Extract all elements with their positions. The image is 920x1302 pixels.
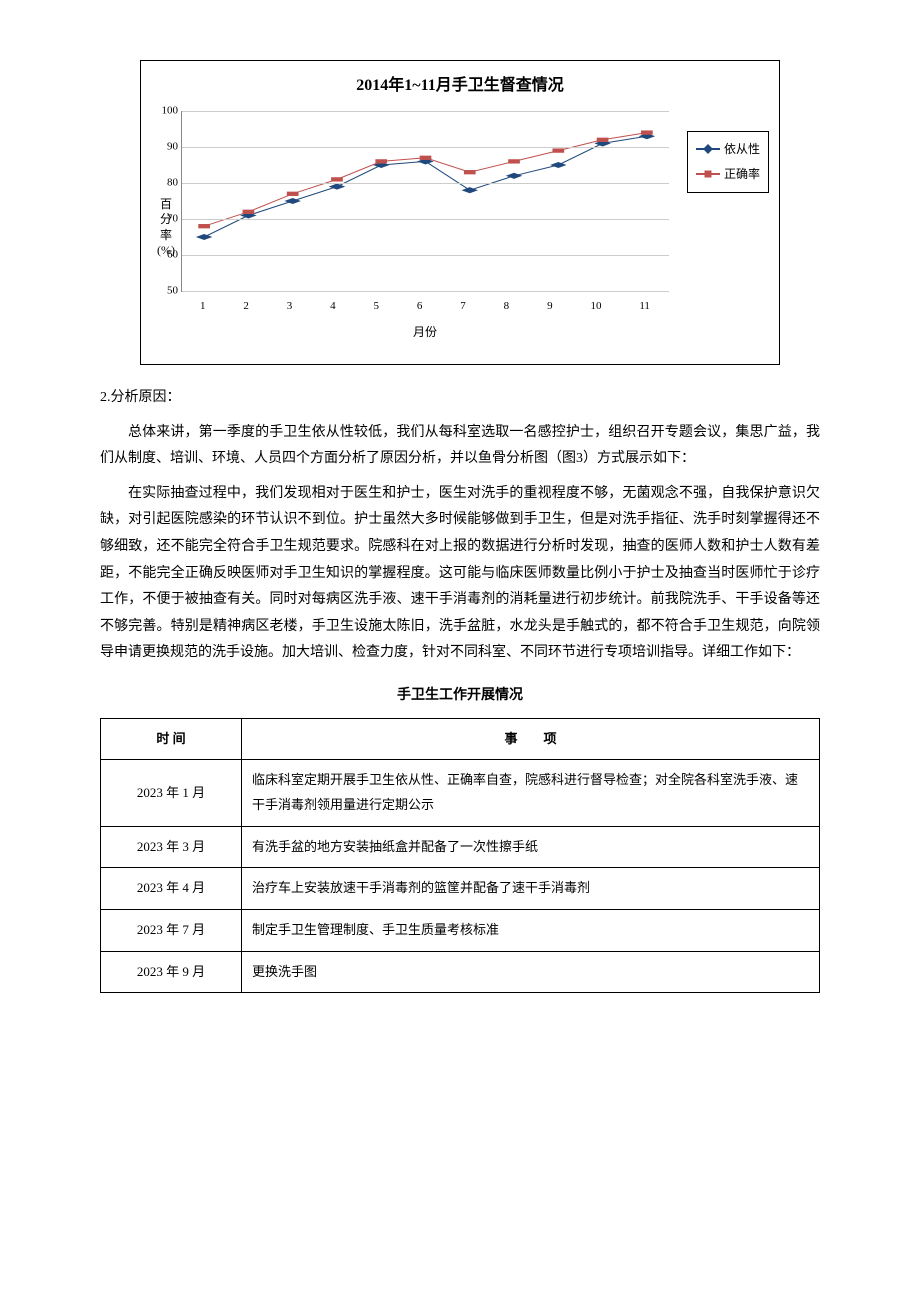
x-tick-label: 8 [504,296,510,317]
chart-lines [182,111,669,291]
y-tick-label: 100 [152,101,178,122]
legend-label: 正确率 [724,163,760,186]
table-row: 2023 年 3 月有洗手盆的地方安装抽纸盒并配备了一次性擦手纸 [101,826,820,868]
x-tick-label: 5 [374,296,380,317]
table-cell-item: 有洗手盆的地方安装抽纸盒并配备了一次性擦手纸 [242,826,820,868]
y-tick-label: 70 [152,209,178,230]
x-axis-label: 月份 [181,321,669,344]
x-tick-label: 11 [639,296,650,317]
table-header-time: 时 间 [101,718,242,760]
table-cell-item: 更换洗手图 [242,951,820,993]
chart-body: 百 分 率 (%) 5060708090100 1234567891011 月份 [151,111,769,344]
x-tick-label: 6 [417,296,423,317]
legend-item: 依从性 [696,138,760,161]
y-tick-label: 90 [152,137,178,158]
y-tick-label: 50 [152,281,178,302]
table-cell-time: 2023 年 4 月 [101,868,242,910]
x-tick-label: 7 [460,296,466,317]
chart-container: 2014年1~11月手卫生督查情况 百 分 率 (%) 506070809010… [140,60,780,365]
y-tick-label: 60 [152,245,178,266]
x-tick-label: 1 [200,296,206,317]
table-cell-item: 制定手卫生管理制度、手卫生质量考核标准 [242,910,820,952]
table-row: 2023 年 9 月更换洗手图 [101,951,820,993]
table-cell-time: 2023 年 1 月 [101,760,242,826]
table-header-item: 事 项 [242,718,820,760]
x-tick-label: 2 [243,296,249,317]
x-tick-label: 3 [287,296,293,317]
table-row: 2023 年 1 月临床科室定期开展手卫生依从性、正确率自查，院感科进行督导检查… [101,760,820,826]
x-tick-label: 9 [547,296,553,317]
table-cell-item: 临床科室定期开展手卫生依从性、正确率自查，院感科进行督导检查；对全院各科室洗手液… [242,760,820,826]
x-tick-label: 10 [590,296,601,317]
work-schedule-table: 时 间 事 项 2023 年 1 月临床科室定期开展手卫生依从性、正确率自查，院… [100,718,820,994]
chart-title: 2014年1~11月手卫生督查情况 [151,71,769,101]
table-row: 2023 年 7 月制定手卫生管理制度、手卫生质量考核标准 [101,910,820,952]
chart-legend: 依从性正确率 [687,131,769,193]
analysis-paragraph-2: 在实际抽查过程中，我们发现相对于医生和护士，医生对洗手的重视程度不够，无菌观念不… [100,481,820,667]
y-tick-label: 80 [152,173,178,194]
table-header-row: 时 间 事 项 [101,718,820,760]
section-header: 2.分析原因： [100,385,820,412]
x-axis-ticks: 1 2 3 4 5 6 7 8 9 10 11 [181,296,669,317]
table-cell-time: 2023 年 9 月 [101,951,242,993]
x-tick-label: 4 [330,296,336,317]
table-title: 手卫生工作开展情况 [100,683,820,710]
table-cell-time: 2023 年 3 月 [101,826,242,868]
table-cell-time: 2023 年 7 月 [101,910,242,952]
legend-label: 依从性 [724,138,760,161]
legend-item: 正确率 [696,163,760,186]
table-row: 2023 年 4 月治疗车上安装放速干手消毒剂的篮筐并配备了速干手消毒剂 [101,868,820,910]
table-cell-item: 治疗车上安装放速干手消毒剂的篮筐并配备了速干手消毒剂 [242,868,820,910]
plot-area: 5060708090100 1234567891011 月份 [181,111,769,344]
analysis-paragraph-1: 总体来讲，第一季度的手卫生依从性较低，我们从每科室选取一名感控护士，组织召开专题… [100,420,820,473]
